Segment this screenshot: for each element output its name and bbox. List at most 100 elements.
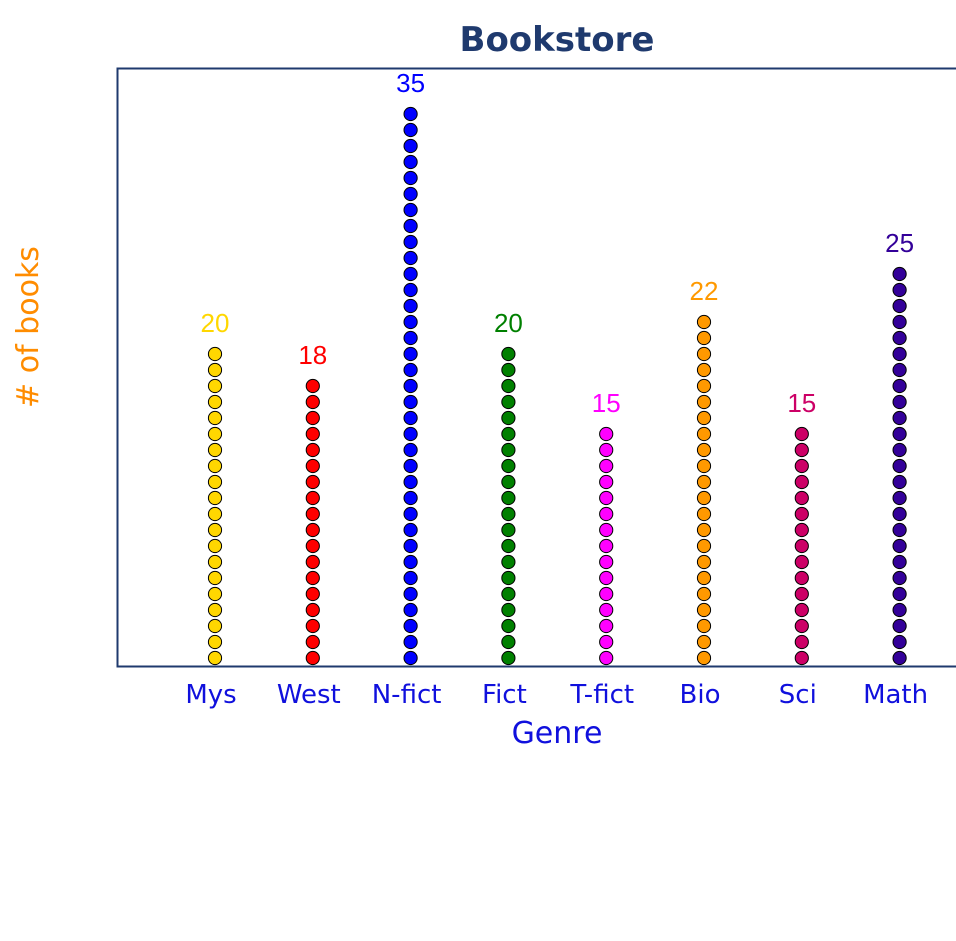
dot-point	[305, 410, 320, 426]
dot-point	[207, 586, 223, 602]
dot-point	[403, 186, 418, 202]
dot-column-mys	[207, 346, 223, 666]
dot-column-bio	[696, 314, 712, 666]
dot-point	[501, 426, 516, 442]
dot-point	[207, 410, 223, 426]
dot-point	[305, 586, 320, 602]
dot-point	[696, 458, 712, 474]
data-label: 35	[396, 68, 425, 98]
dot-point	[403, 394, 418, 410]
dot-point	[207, 554, 223, 570]
dot-point	[696, 474, 712, 490]
dot-point	[892, 602, 907, 618]
dot-point	[207, 362, 223, 378]
dot-point	[599, 602, 614, 618]
dot-point	[599, 538, 614, 554]
dot-point	[501, 602, 516, 618]
dot-point	[403, 490, 418, 506]
dot-point	[403, 282, 418, 298]
data-label: 20	[494, 308, 523, 338]
dot-point	[696, 426, 712, 442]
dot-point	[599, 474, 614, 490]
dot-point	[892, 490, 907, 506]
dot-point	[207, 394, 223, 410]
dot-point	[892, 298, 907, 314]
dot-point	[305, 490, 320, 506]
dot-point	[892, 554, 907, 570]
dot-point	[207, 346, 223, 362]
dot-point	[403, 250, 418, 266]
dot-point	[207, 490, 223, 506]
dot-point	[794, 570, 809, 586]
dot-point	[696, 554, 712, 570]
dot-point	[501, 346, 516, 362]
dot-point	[305, 426, 320, 442]
dot-point	[403, 122, 418, 138]
dot-point	[599, 650, 614, 666]
dot-point	[696, 394, 712, 410]
dot-point	[892, 410, 907, 426]
dot-point	[403, 634, 418, 650]
dot-point	[403, 522, 418, 538]
dot-point	[892, 426, 907, 442]
data-label: 18	[298, 340, 327, 370]
dot-point	[599, 618, 614, 634]
x-tick-label: Math	[863, 680, 928, 710]
data-label: 15	[592, 388, 621, 418]
dot-point	[207, 618, 223, 634]
dot-point	[403, 554, 418, 570]
dot-point	[892, 650, 907, 666]
dot-point	[501, 554, 516, 570]
dot-point	[501, 634, 516, 650]
dot-point	[892, 282, 907, 298]
dot-point	[403, 218, 418, 234]
dot-point	[696, 442, 712, 458]
dot-point	[599, 586, 614, 602]
dot-point	[403, 618, 418, 634]
dot-point	[501, 378, 516, 394]
dot-point	[501, 538, 516, 554]
dot-column-n-fict	[403, 106, 418, 666]
dot-point	[501, 650, 516, 666]
dot-point	[794, 458, 809, 474]
dot-point	[305, 522, 320, 538]
dot-point	[599, 522, 614, 538]
dot-point	[794, 634, 809, 650]
dot-point	[892, 314, 907, 330]
dot-column-math	[892, 266, 907, 666]
dot-point	[207, 426, 223, 442]
dot-point	[794, 426, 809, 442]
dot-point	[599, 554, 614, 570]
dot-columns: 20 18 35 20 15 22 15 25	[201, 68, 914, 666]
dot-point	[696, 314, 712, 330]
dot-point	[501, 570, 516, 586]
dot-point	[599, 634, 614, 650]
dot-point	[501, 474, 516, 490]
dot-point	[403, 346, 418, 362]
dot-point	[794, 522, 809, 538]
dot-point	[501, 458, 516, 474]
dot-point	[696, 634, 712, 650]
dot-column-west	[305, 378, 320, 666]
dot-column-sci	[794, 426, 809, 666]
dot-point	[892, 506, 907, 522]
dot-point	[403, 154, 418, 170]
data-label: 20	[201, 308, 230, 338]
dot-point	[892, 522, 907, 538]
dot-point	[892, 570, 907, 586]
dot-point	[403, 458, 418, 474]
dot-point	[892, 266, 907, 282]
dot-point	[305, 618, 320, 634]
dot-point	[403, 602, 418, 618]
dot-point	[403, 330, 418, 346]
dot-point	[207, 570, 223, 586]
dot-point	[403, 266, 418, 282]
dot-point	[696, 378, 712, 394]
dot-point	[403, 426, 418, 442]
dot-point	[305, 394, 320, 410]
dot-point	[501, 618, 516, 634]
dot-point	[305, 554, 320, 570]
data-label: 22	[690, 276, 719, 306]
dot-point	[892, 330, 907, 346]
dot-point	[501, 410, 516, 426]
